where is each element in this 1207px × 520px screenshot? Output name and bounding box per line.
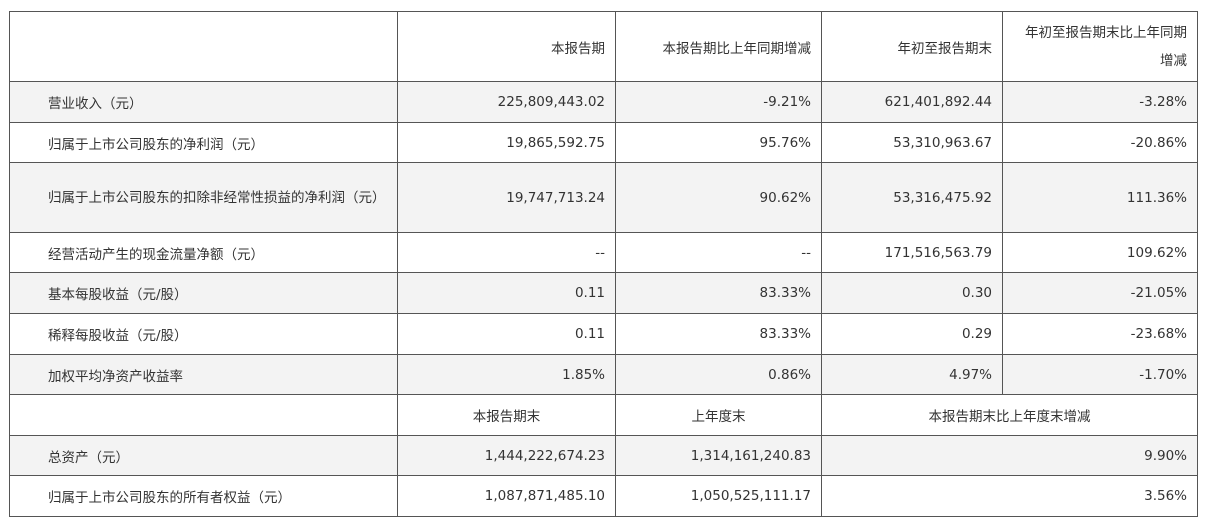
table-row: 归属于上市公司股东的净利润（元） 19,865,592.75 95.76% 53… — [10, 123, 1198, 163]
cell-value: 0.86% — [616, 355, 822, 395]
header-ytd-yoy-change: 年初至报告期末比上年同期增减 — [1003, 12, 1198, 82]
row-label: 基本每股收益（元/股） — [10, 273, 398, 314]
table-row: 归属于上市公司股东的扣除非经常性损益的净利润（元） 19,747,713.24 … — [10, 163, 1198, 233]
header-blank-cell — [10, 12, 398, 82]
header-current-yoy-change: 本报告期比上年同期增减 — [616, 12, 822, 82]
header-period-end: 本报告期末 — [398, 395, 616, 436]
cell-value: 3.56% — [822, 476, 1198, 517]
cell-value: -23.68% — [1003, 314, 1198, 355]
cell-value: -- — [398, 233, 616, 273]
cell-value: 621,401,892.44 — [822, 82, 1003, 123]
cell-value: -20.86% — [1003, 123, 1198, 163]
table-row: 加权平均净资产收益率 1.85% 0.86% 4.97% -1.70% — [10, 355, 1198, 395]
cell-value: 0.29 — [822, 314, 1003, 355]
table-row: 归属于上市公司股东的所有者权益（元） 1,087,871,485.10 1,05… — [10, 476, 1198, 517]
cell-value: 9.90% — [822, 436, 1198, 476]
cell-value: -3.28% — [1003, 82, 1198, 123]
cell-value: -21.05% — [1003, 273, 1198, 314]
row-label: 归属于上市公司股东的净利润（元） — [10, 123, 398, 163]
table-row: 基本每股收益（元/股） 0.11 83.33% 0.30 -21.05% — [10, 273, 1198, 314]
cell-value: 1.85% — [398, 355, 616, 395]
row-label: 归属于上市公司股东的扣除非经常性损益的净利润（元） — [10, 163, 398, 233]
row-label: 总资产（元） — [10, 436, 398, 476]
cell-value: -1.70% — [1003, 355, 1198, 395]
cell-value: 83.33% — [616, 314, 822, 355]
cell-value: -9.21% — [616, 82, 822, 123]
header-blank-cell — [10, 395, 398, 436]
header-row: 本报告期 本报告期比上年同期增减 年初至报告期末 年初至报告期末比上年同期增减 — [10, 12, 1198, 82]
cell-value: 109.62% — [1003, 233, 1198, 273]
header-row-balance: 本报告期末 上年度末 本报告期末比上年度末增减 — [10, 395, 1198, 436]
cell-value: 19,865,592.75 — [398, 123, 616, 163]
cell-value: 53,310,963.67 — [822, 123, 1003, 163]
row-label: 加权平均净资产收益率 — [10, 355, 398, 395]
header-period-end-change: 本报告期末比上年度末增减 — [822, 395, 1198, 436]
cell-value: 1,314,161,240.83 — [616, 436, 822, 476]
cell-value: 95.76% — [616, 123, 822, 163]
cell-value: 53,316,475.92 — [822, 163, 1003, 233]
cell-value: 171,516,563.79 — [822, 233, 1003, 273]
cell-value: 90.62% — [616, 163, 822, 233]
cell-value: 1,087,871,485.10 — [398, 476, 616, 517]
cell-value: 225,809,443.02 — [398, 82, 616, 123]
cell-value: -- — [616, 233, 822, 273]
row-label: 归属于上市公司股东的所有者权益（元） — [10, 476, 398, 517]
header-prior-year-end: 上年度末 — [616, 395, 822, 436]
cell-value: 0.30 — [822, 273, 1003, 314]
cell-value: 0.11 — [398, 314, 616, 355]
cell-value: 4.97% — [822, 355, 1003, 395]
cell-value: 19,747,713.24 — [398, 163, 616, 233]
table-row: 经营活动产生的现金流量净额（元） -- -- 171,516,563.79 10… — [10, 233, 1198, 273]
cell-value: 1,050,525,111.17 — [616, 476, 822, 517]
row-label: 营业收入（元） — [10, 82, 398, 123]
row-label: 稀释每股收益（元/股） — [10, 314, 398, 355]
header-ytd: 年初至报告期末 — [822, 12, 1003, 82]
table-row: 营业收入（元） 225,809,443.02 -9.21% 621,401,89… — [10, 82, 1198, 123]
row-label: 经营活动产生的现金流量净额（元） — [10, 233, 398, 273]
cell-value: 1,444,222,674.23 — [398, 436, 616, 476]
table-row: 总资产（元） 1,444,222,674.23 1,314,161,240.83… — [10, 436, 1198, 476]
header-current-period: 本报告期 — [398, 12, 616, 82]
cell-value: 83.33% — [616, 273, 822, 314]
cell-value: 0.11 — [398, 273, 616, 314]
financial-summary-table: 本报告期 本报告期比上年同期增减 年初至报告期末 年初至报告期末比上年同期增减 … — [9, 11, 1198, 517]
table-row: 稀释每股收益（元/股） 0.11 83.33% 0.29 -23.68% — [10, 314, 1198, 355]
cell-value: 111.36% — [1003, 163, 1198, 233]
